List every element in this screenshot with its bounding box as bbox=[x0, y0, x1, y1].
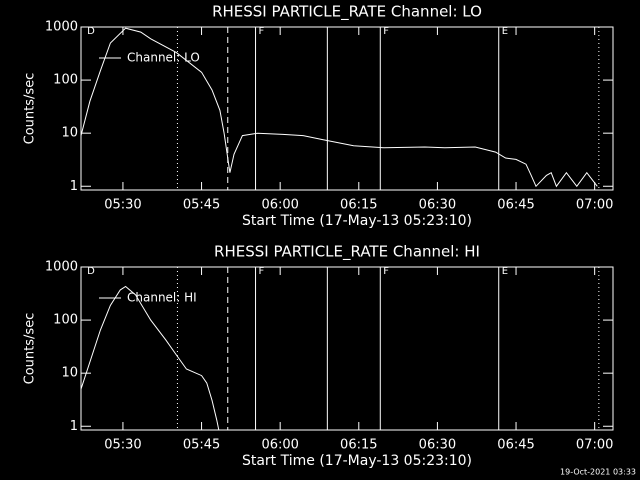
data-line bbox=[81, 285, 220, 430]
x-tick-label: 05:30 bbox=[104, 438, 141, 453]
x-tick-label: 06:30 bbox=[419, 438, 456, 453]
x-tick-label: 05:45 bbox=[183, 198, 220, 213]
y-axis-label: Counts/sec bbox=[23, 73, 38, 145]
x-tick-label: 05:45 bbox=[183, 438, 220, 453]
x-axis-label: Start Time (17-May-13 05:23:10) bbox=[242, 453, 472, 469]
y-tick-label: 10 bbox=[61, 366, 78, 381]
x-tick-label: 06:15 bbox=[340, 198, 377, 213]
y-tick-label: 1 bbox=[70, 179, 78, 194]
x-tick-label: 06:45 bbox=[497, 198, 534, 213]
footer-date: 19-Oct-2021 03:33 bbox=[560, 468, 636, 477]
plot-frame bbox=[80, 266, 614, 431]
event-flag: F bbox=[259, 26, 265, 37]
y-tick-label: 1000 bbox=[45, 260, 78, 275]
y-tick-label: 1000 bbox=[45, 20, 78, 35]
event-flag: D bbox=[87, 26, 95, 37]
y-tick-label: 10 bbox=[61, 126, 78, 141]
event-flag: F bbox=[383, 266, 389, 277]
x-tick-label: 06:45 bbox=[497, 438, 534, 453]
y-tick-label: 100 bbox=[53, 73, 78, 88]
data-line bbox=[81, 27, 598, 188]
x-tick-label: 06:30 bbox=[419, 198, 456, 213]
event-flag: E bbox=[502, 266, 508, 277]
legend-label: Channel: LO bbox=[127, 51, 200, 65]
legend-label: Channel: HI bbox=[127, 291, 197, 305]
chart-title: RHESSI PARTICLE_RATE Channel: LO bbox=[212, 3, 482, 22]
y-tick-label: 100 bbox=[53, 313, 78, 328]
plot-frame bbox=[80, 26, 614, 191]
x-tick-label: 06:15 bbox=[340, 438, 377, 453]
y-axis-label: Counts/sec bbox=[23, 313, 38, 385]
x-tick-label: 07:00 bbox=[576, 198, 613, 213]
event-flag: E bbox=[502, 26, 508, 37]
x-tick-label: 06:00 bbox=[261, 198, 298, 213]
x-tick-label: 05:30 bbox=[104, 198, 141, 213]
event-flag: F bbox=[259, 266, 265, 277]
chart-title: RHESSI PARTICLE_RATE Channel: HI bbox=[214, 243, 480, 262]
y-tick-label: 1 bbox=[70, 419, 78, 434]
x-tick-label: 06:00 bbox=[261, 438, 298, 453]
x-tick-label: 07:00 bbox=[576, 438, 613, 453]
event-flag: D bbox=[87, 266, 95, 277]
x-axis-label: Start Time (17-May-13 05:23:10) bbox=[242, 213, 472, 229]
event-flag: F bbox=[383, 26, 389, 37]
